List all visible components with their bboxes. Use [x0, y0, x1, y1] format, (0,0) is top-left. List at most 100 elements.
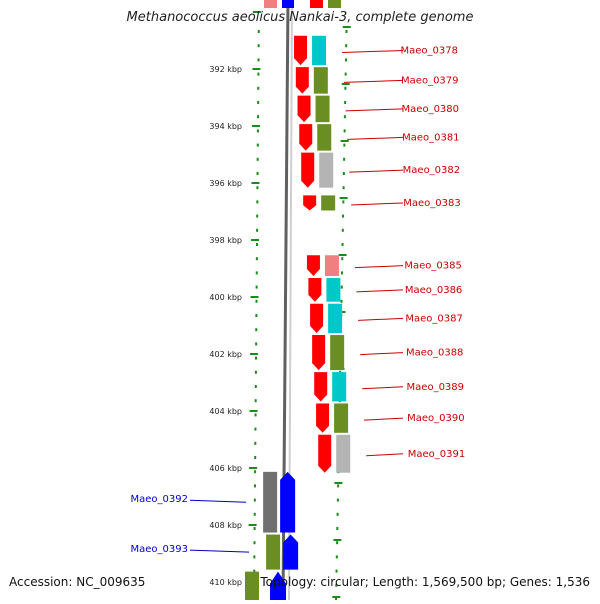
ruler-tick — [249, 410, 258, 412]
ruler-dot — [341, 243, 344, 246]
gene-leader-line — [364, 417, 404, 421]
gene-leader-line — [343, 79, 404, 83]
ruler-tick-right — [333, 539, 342, 541]
ruler-dot — [335, 555, 338, 559]
ruler-dot — [256, 214, 259, 218]
ruler-dot — [254, 441, 257, 445]
ruler-dot — [253, 541, 256, 545]
cog-bar — [317, 124, 332, 151]
ruler-tick-label: 392 kbp — [209, 65, 242, 74]
ruler-dot — [341, 257, 344, 261]
gene-arrow-forward — [314, 372, 328, 402]
ruler-dot — [256, 228, 259, 232]
ruler-tick — [252, 11, 261, 13]
ruler-tick — [251, 182, 260, 184]
cog-bar — [266, 534, 281, 570]
cog-bar-partial — [245, 571, 259, 600]
gene-label: Maeo_0392 — [131, 494, 188, 505]
ruler-dot — [256, 200, 259, 204]
ruler-dot — [253, 569, 256, 573]
gene-arrow-partial-top — [282, 0, 294, 8]
ruler-dot — [254, 456, 257, 459]
ruler-dot — [340, 299, 343, 303]
ruler-dot — [253, 527, 256, 530]
gene-arrow-partial-top — [264, 0, 277, 8]
ruler-dot — [257, 72, 260, 76]
gene-arrow-reverse — [283, 534, 299, 570]
gene-leader-line — [342, 49, 404, 53]
gene-label: Maeo_0389 — [407, 382, 464, 393]
gene-label: Maeo_0378 — [401, 45, 458, 56]
gene-label: Maeo_0388 — [406, 348, 463, 359]
ruler-dot — [344, 101, 347, 104]
ruler-dot — [255, 271, 258, 275]
gene-leader-line — [356, 289, 404, 293]
ruler-tick-label: 408 kbp — [209, 521, 242, 530]
ruler-dot — [253, 555, 256, 559]
gene-label: Maeo_0383 — [403, 198, 460, 209]
gene-arrow-forward — [318, 434, 332, 473]
ruler-dot — [253, 498, 256, 502]
topology-text: Topology: circular; Length: 1,569,500 bp… — [260, 575, 590, 589]
ruler-tick — [249, 467, 258, 469]
ruler-tick — [251, 239, 259, 241]
ruler-tick-label: 396 kbp — [209, 179, 242, 188]
ruler-dot — [256, 129, 259, 133]
gene-arrow-forward — [297, 95, 311, 123]
gene-arrow-forward — [294, 35, 308, 66]
ruler-dot — [342, 172, 345, 175]
ruler-dot — [336, 527, 339, 530]
ruler-tick-label: 406 kbp — [209, 464, 242, 473]
ruler-tick — [250, 353, 259, 355]
ruler-dot — [341, 228, 344, 232]
gene-leader-line — [360, 352, 404, 356]
gene-leader-line — [354, 265, 404, 269]
gene-arrow-forward — [299, 124, 313, 151]
ruler-dot — [257, 30, 260, 33]
ruler-dot — [254, 413, 257, 417]
ruler-dot — [256, 143, 259, 147]
gene-arrow-forward — [312, 335, 326, 371]
cog-bar — [330, 335, 345, 371]
ruler-dot — [336, 498, 339, 502]
ruler-dot — [255, 285, 258, 289]
cog-bar-partial-top — [328, 0, 341, 8]
ruler-tick-right — [338, 254, 347, 256]
ruler-dot — [255, 356, 258, 360]
ruler-dot — [253, 484, 256, 488]
cog-bar — [263, 471, 278, 533]
gene-arrow-partial-top — [310, 0, 323, 8]
ruler-tick — [251, 125, 260, 127]
gene-leader-line — [347, 136, 404, 140]
ruler-dot — [256, 157, 259, 161]
gene-arrow-reverse-partial — [270, 571, 286, 600]
ruler-dot — [340, 285, 343, 289]
gene-leader-line — [189, 499, 247, 503]
ruler-dot — [343, 129, 346, 133]
gene-label: Maeo_0381 — [402, 132, 459, 143]
ruler-dot — [343, 157, 346, 161]
gene-label: Maeo_0386 — [405, 285, 462, 296]
ruler-tick-right — [332, 596, 341, 598]
ruler-tick-right — [341, 83, 350, 85]
gene-leader-line — [189, 549, 250, 553]
ruler-dot — [257, 101, 260, 104]
ruler-tick-label: 402 kbp — [209, 350, 242, 359]
cog-bar — [324, 255, 339, 277]
ruler-dot — [256, 186, 259, 190]
ruler-dot — [255, 243, 258, 246]
ruler-dot — [255, 257, 258, 261]
ruler-dot — [345, 30, 348, 33]
ruler-dot — [257, 86, 260, 90]
ruler-dot — [254, 399, 257, 403]
gene-leader-line — [349, 169, 404, 173]
cog-bar — [328, 303, 343, 334]
ruler-tick-right — [340, 140, 349, 142]
gene-arrow-forward — [316, 403, 330, 433]
gene-label: Maeo_0387 — [405, 313, 462, 324]
ruler-dot — [344, 58, 347, 62]
gene-leader-line — [345, 108, 404, 112]
genome-title: Methanococcus aeolicus Nankai-3, complet… — [126, 10, 474, 25]
